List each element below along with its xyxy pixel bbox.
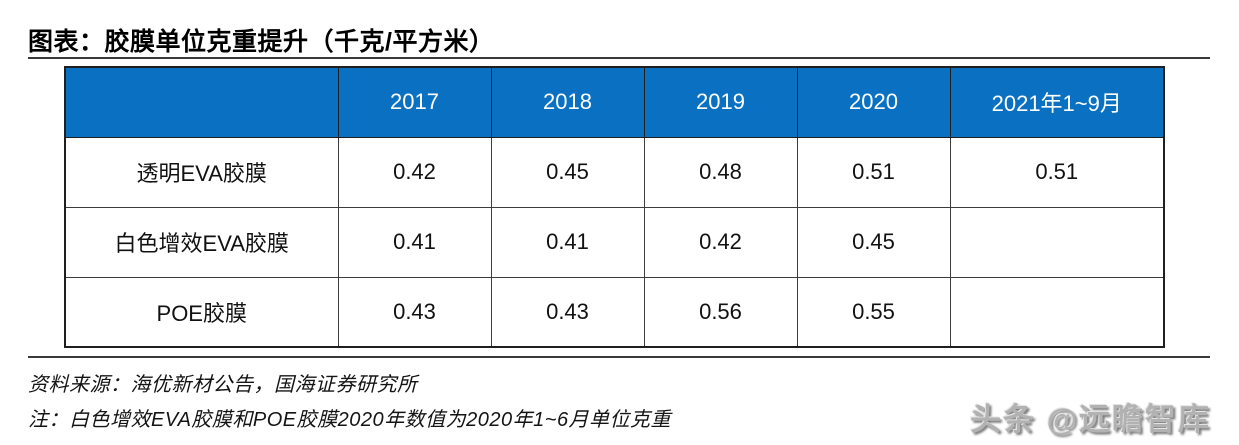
- column-header-2020: 2020: [796, 66, 951, 138]
- column-header-blank: [64, 66, 339, 138]
- row-label: 白色增效EVA胶膜: [64, 206, 339, 278]
- cell-value: 0.42: [643, 206, 798, 278]
- cell-value: 0.51: [796, 136, 951, 208]
- header-row: 2017 2018 2019 2020 2021年1~9月: [64, 66, 1165, 138]
- cell-value: 0.45: [490, 136, 645, 208]
- title-divider: [28, 57, 1210, 59]
- cell-value: 0.48: [643, 136, 798, 208]
- column-header-2021-1-9: 2021年1~9月: [949, 66, 1165, 138]
- table-row-transparent-eva: 透明EVA胶膜 0.42 0.45 0.48 0.51 0.51: [64, 136, 1165, 208]
- cell-value: 0.43: [337, 276, 492, 348]
- cell-value: [949, 206, 1165, 278]
- source-note: 资料来源：海优新材公告，国海证券研究所: [28, 374, 418, 396]
- cell-value: 0.45: [796, 206, 951, 278]
- table-row-white-eva: 白色增效EVA胶膜 0.41 0.41 0.42 0.45: [64, 206, 1165, 278]
- footer-divider: [28, 356, 1210, 358]
- cell-value: 0.56: [643, 276, 798, 348]
- film-weight-table: 2017 2018 2019 2020 2021年1~9月 透明EVA胶膜 0.…: [64, 66, 1165, 348]
- cell-value: 0.41: [337, 206, 492, 278]
- column-header-2017: 2017: [337, 66, 492, 138]
- column-header-2019: 2019: [643, 66, 798, 138]
- cell-value: [949, 276, 1165, 348]
- cell-value: 0.43: [490, 276, 645, 348]
- page-title: 图表：胶膜单位克重提升（千克/平方米）: [28, 28, 495, 56]
- cell-value: 0.51: [949, 136, 1165, 208]
- footnote: 注：白色增效EVA胶膜和POE胶膜2020年数值为2020年1~6月单位克重: [28, 409, 672, 431]
- row-label: POE胶膜: [64, 276, 339, 348]
- cell-value: 0.42: [337, 136, 492, 208]
- cell-value: 0.55: [796, 276, 951, 348]
- toutiao-watermark: 头条 @远瞻智库: [970, 402, 1211, 437]
- table-row-poe: POE胶膜 0.43 0.43 0.56 0.55: [64, 276, 1165, 348]
- column-header-2018: 2018: [490, 66, 645, 138]
- cell-value: 0.41: [490, 206, 645, 278]
- row-label: 透明EVA胶膜: [64, 136, 339, 208]
